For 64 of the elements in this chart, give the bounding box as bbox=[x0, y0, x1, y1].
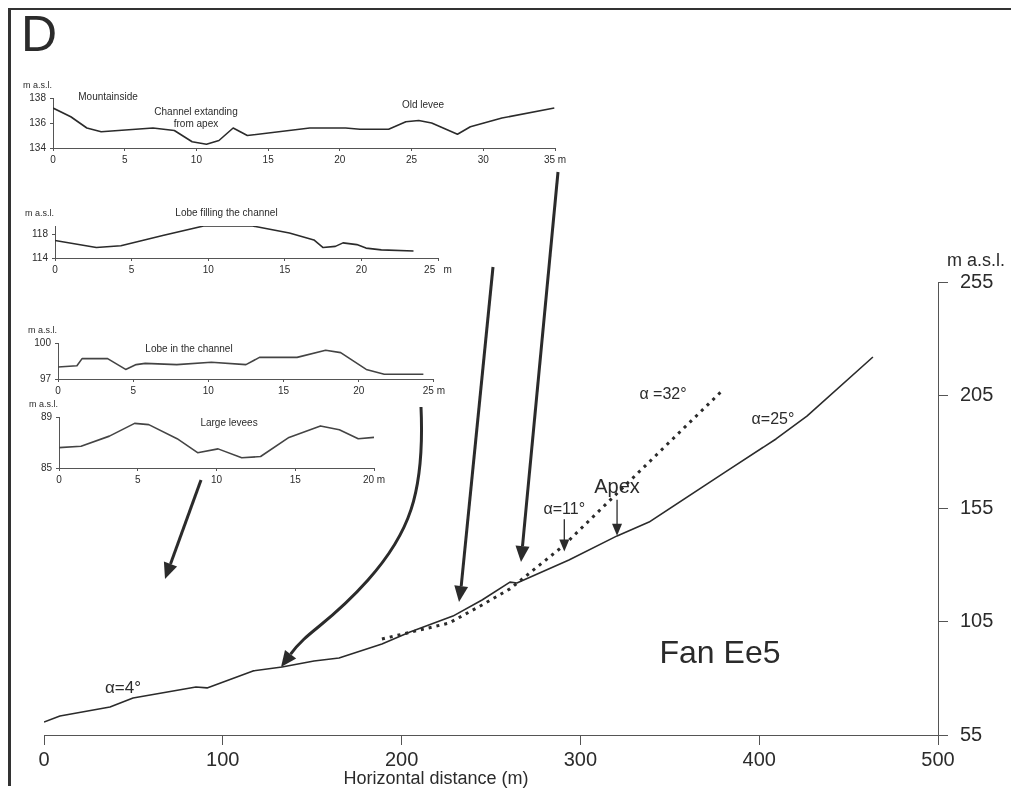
x-tick-label: 500 bbox=[921, 747, 955, 770]
annotation: Large levees bbox=[200, 416, 258, 428]
y-tick-label: 97 bbox=[39, 372, 52, 384]
annotation: Lobe in the channel bbox=[145, 342, 233, 354]
y-tick-label: 105 bbox=[960, 609, 994, 632]
y-axis-title: m a.s.l. bbox=[23, 79, 53, 90]
x-tick-label: 20 bbox=[355, 263, 368, 275]
x-tick-label: 15 bbox=[262, 153, 275, 165]
x-tick-label: 10 bbox=[210, 473, 223, 485]
annotation: α=4° bbox=[104, 677, 142, 697]
x-tick-label: 0 bbox=[56, 473, 63, 485]
y-tick-label: 89 bbox=[40, 410, 53, 422]
x-tick-label: 15 bbox=[277, 384, 290, 396]
y-tick-label: 138 bbox=[29, 91, 47, 103]
x-axis-title: Horizontal distance (m) bbox=[343, 767, 529, 788]
annotation: Mountainside bbox=[78, 90, 139, 102]
y-tick-label: 205 bbox=[960, 382, 994, 405]
x-tick-label: 20 bbox=[353, 384, 365, 396]
y-tick-label: 85 bbox=[40, 461, 53, 473]
y-axis-title: m a.s.l. bbox=[28, 324, 58, 335]
x-tick-label: 10 bbox=[202, 263, 215, 275]
y-axis-title: m a.s.l. bbox=[25, 207, 55, 218]
y-axis-title: m a.s.l. bbox=[29, 398, 59, 409]
x-tick-label: 0 bbox=[52, 263, 59, 275]
y-tick-label: 114 bbox=[32, 251, 49, 263]
x-tick-label: 25 m bbox=[422, 384, 445, 396]
y-tick-label: 134 bbox=[29, 141, 47, 153]
y-tick-label: 118 bbox=[32, 228, 49, 240]
x-tick-label: 35 m bbox=[543, 153, 567, 165]
x-tick-label: 15 bbox=[279, 263, 291, 275]
y-tick-label: 155 bbox=[960, 496, 994, 519]
x-tick-label: 5 bbox=[121, 153, 128, 165]
annotation: Apex bbox=[594, 475, 640, 498]
x-tick-label: 20 bbox=[334, 153, 346, 165]
x-tick-label: 100 bbox=[206, 747, 240, 770]
x-tick-label: 10 bbox=[202, 384, 215, 396]
y-tick-label: 100 bbox=[34, 336, 52, 348]
y-tick-label: 136 bbox=[29, 116, 47, 128]
annotation: Channel extanding from apex bbox=[154, 105, 238, 129]
text: D bbox=[21, 5, 58, 62]
y-axis-title: m a.s.l. bbox=[946, 249, 1006, 270]
x-tick-label: 5 bbox=[128, 263, 135, 275]
x-tick-label: 0 bbox=[55, 384, 62, 396]
x-tick-label: 200 bbox=[384, 747, 419, 770]
x-tick-label: 0 bbox=[38, 747, 50, 770]
annotation: α =32° bbox=[639, 385, 687, 403]
x-tick-label: 25 m bbox=[424, 263, 452, 275]
chart-title: Lobe filling the channel bbox=[175, 206, 278, 218]
x-tick-label: 15 bbox=[289, 473, 302, 485]
x-tick-label: 400 bbox=[742, 747, 776, 770]
x-tick-label: 5 bbox=[134, 473, 141, 485]
x-tick-label: 300 bbox=[563, 747, 598, 770]
x-tick-label: 10 bbox=[190, 153, 203, 165]
y-tick-label: 55 bbox=[960, 722, 983, 745]
x-tick-label: 30 bbox=[477, 153, 490, 165]
annotation: Fan Ee5 bbox=[659, 633, 781, 670]
x-tick-label: 0 bbox=[50, 153, 57, 165]
annotation: α=11° bbox=[543, 499, 586, 517]
x-tick-label: 25 bbox=[406, 153, 418, 165]
x-tick-label: 5 bbox=[130, 384, 137, 396]
annotation: α=25° bbox=[751, 410, 795, 428]
annotation: Old levee bbox=[401, 98, 445, 110]
x-tick-label: 20 m bbox=[362, 473, 386, 485]
y-tick-label: 255 bbox=[960, 269, 994, 292]
